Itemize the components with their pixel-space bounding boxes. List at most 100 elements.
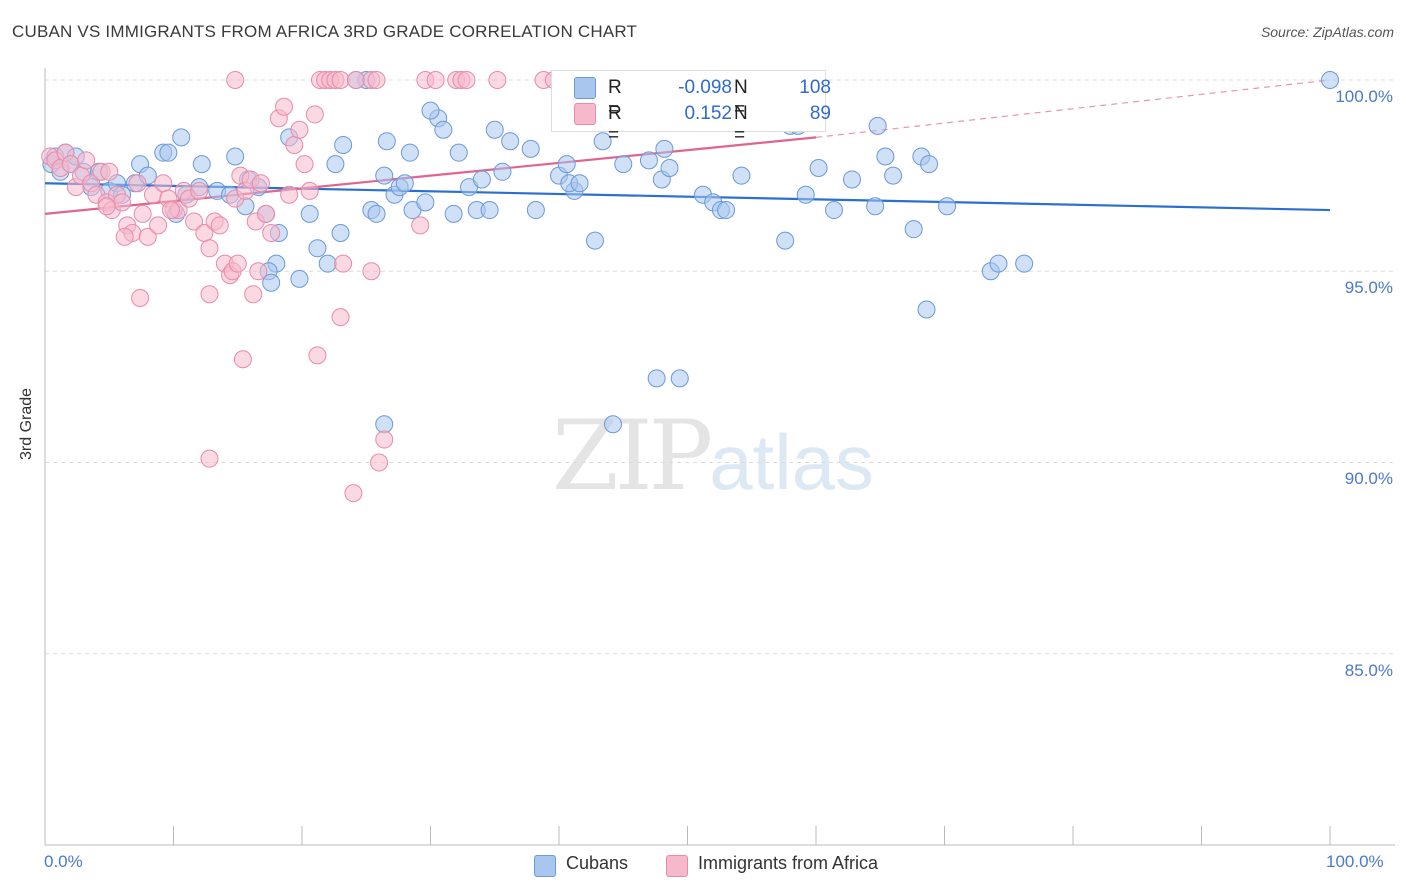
cubans-point <box>367 204 386 223</box>
bottom-legend-label-cubans: Cubans <box>566 853 629 873</box>
cubans-point <box>717 201 736 220</box>
cubans-point <box>938 197 957 216</box>
africa-point <box>210 216 229 235</box>
africa-point <box>190 181 209 200</box>
africa-point <box>133 204 152 223</box>
cubans-point <box>326 155 345 174</box>
africa-point <box>200 239 219 258</box>
africa-point <box>488 71 507 89</box>
cubans-point <box>917 300 936 319</box>
cubans-point <box>434 120 453 139</box>
cubans-point <box>655 139 674 158</box>
cubans-point <box>876 147 895 166</box>
cubans-point <box>647 369 666 388</box>
cubans-point <box>614 155 633 174</box>
cubans-point <box>375 166 394 185</box>
legend-r-label: R = <box>608 103 622 146</box>
bottom-legend-swatch-africa <box>666 855 688 877</box>
cubans-point <box>444 204 463 223</box>
cubans-point <box>842 170 861 189</box>
correlation-legend: R = -0.098 N = 108 R = 0.152 N = 89 <box>551 70 831 146</box>
watermark-zip: ZIP <box>552 400 713 512</box>
africa-point <box>375 430 394 449</box>
africa-point <box>295 155 314 174</box>
africa-point <box>426 71 445 89</box>
africa-point <box>362 262 381 281</box>
cubans-point <box>904 220 923 239</box>
cubans-point <box>485 120 504 139</box>
africa-point <box>285 136 304 155</box>
cubans-point <box>570 174 589 193</box>
cubans-point <box>1015 254 1034 273</box>
cubans-point <box>868 116 887 135</box>
africa-point <box>149 216 168 235</box>
cubans-point <box>796 185 815 204</box>
africa-point <box>233 350 252 369</box>
africa-point <box>228 254 247 273</box>
legend-n-label: N = <box>734 103 748 146</box>
africa-point <box>280 185 299 204</box>
africa-point <box>308 346 327 365</box>
africa-point <box>344 484 363 503</box>
cubans-point <box>300 204 319 223</box>
africa-point <box>77 151 96 170</box>
cubans-point <box>395 174 414 193</box>
cubans-point <box>884 166 903 185</box>
cubans-point <box>809 158 828 177</box>
africa-point <box>113 193 132 212</box>
data-points <box>41 71 1339 503</box>
cubans-point <box>670 369 689 388</box>
cubans-point <box>449 143 468 162</box>
bottom-legend-label-africa: Immigrants from Africa <box>698 853 879 873</box>
cubans-point <box>331 224 350 242</box>
africa-point <box>331 308 350 327</box>
cubans-point <box>290 269 309 288</box>
cubans-point <box>172 128 191 147</box>
legend-r-label: R = <box>608 77 622 120</box>
legend-n-value: 89 <box>809 103 831 124</box>
cubans-point <box>308 239 327 258</box>
africa-trend-extension <box>815 79 1331 138</box>
cubans-point <box>226 147 245 166</box>
cubans-point <box>989 254 1008 273</box>
cubans-point <box>920 155 939 174</box>
africa-point <box>200 449 219 468</box>
africa-point <box>457 71 476 89</box>
legend-r-value: -0.098 <box>678 77 732 98</box>
legend-n-label: N = <box>734 77 748 120</box>
cubans-point <box>421 101 440 120</box>
source-label: Source: ZipAtlas.com <box>1260 24 1394 40</box>
bottom-legend-swatch-cubans <box>534 855 556 877</box>
africa-point <box>305 105 324 124</box>
x-tick-label-100: 100.0% <box>1326 852 1384 871</box>
cubans-point <box>603 415 622 434</box>
africa-point <box>100 162 119 181</box>
cubans-point <box>400 143 419 162</box>
legend-r-value: 0.152 <box>684 103 732 124</box>
africa-point <box>290 120 309 139</box>
cubans-point <box>1321 71 1339 89</box>
africa-point <box>154 174 173 193</box>
africa-point <box>249 262 268 281</box>
cubans-point <box>472 170 491 189</box>
cubans-point <box>824 201 843 220</box>
africa-point <box>226 71 245 89</box>
cubans-point <box>866 197 885 216</box>
y-tick-label-85: 85.0% <box>1344 661 1393 680</box>
cubans-point <box>521 139 540 158</box>
africa-point <box>262 224 281 242</box>
cubans-point <box>262 273 281 292</box>
cubans-point <box>660 158 679 177</box>
cubans-point <box>192 155 211 174</box>
cubans-point <box>493 162 512 181</box>
cubans-point <box>732 166 751 185</box>
x-tick-label-0: 0.0% <box>44 852 83 871</box>
axes <box>44 68 1395 846</box>
y-tick-label-95: 95.0% <box>1344 278 1393 297</box>
cubans-point <box>159 143 178 162</box>
africa-point <box>185 212 204 231</box>
africa-point <box>161 201 180 220</box>
legend-swatch-africa <box>574 103 596 125</box>
africa-point <box>334 254 353 273</box>
